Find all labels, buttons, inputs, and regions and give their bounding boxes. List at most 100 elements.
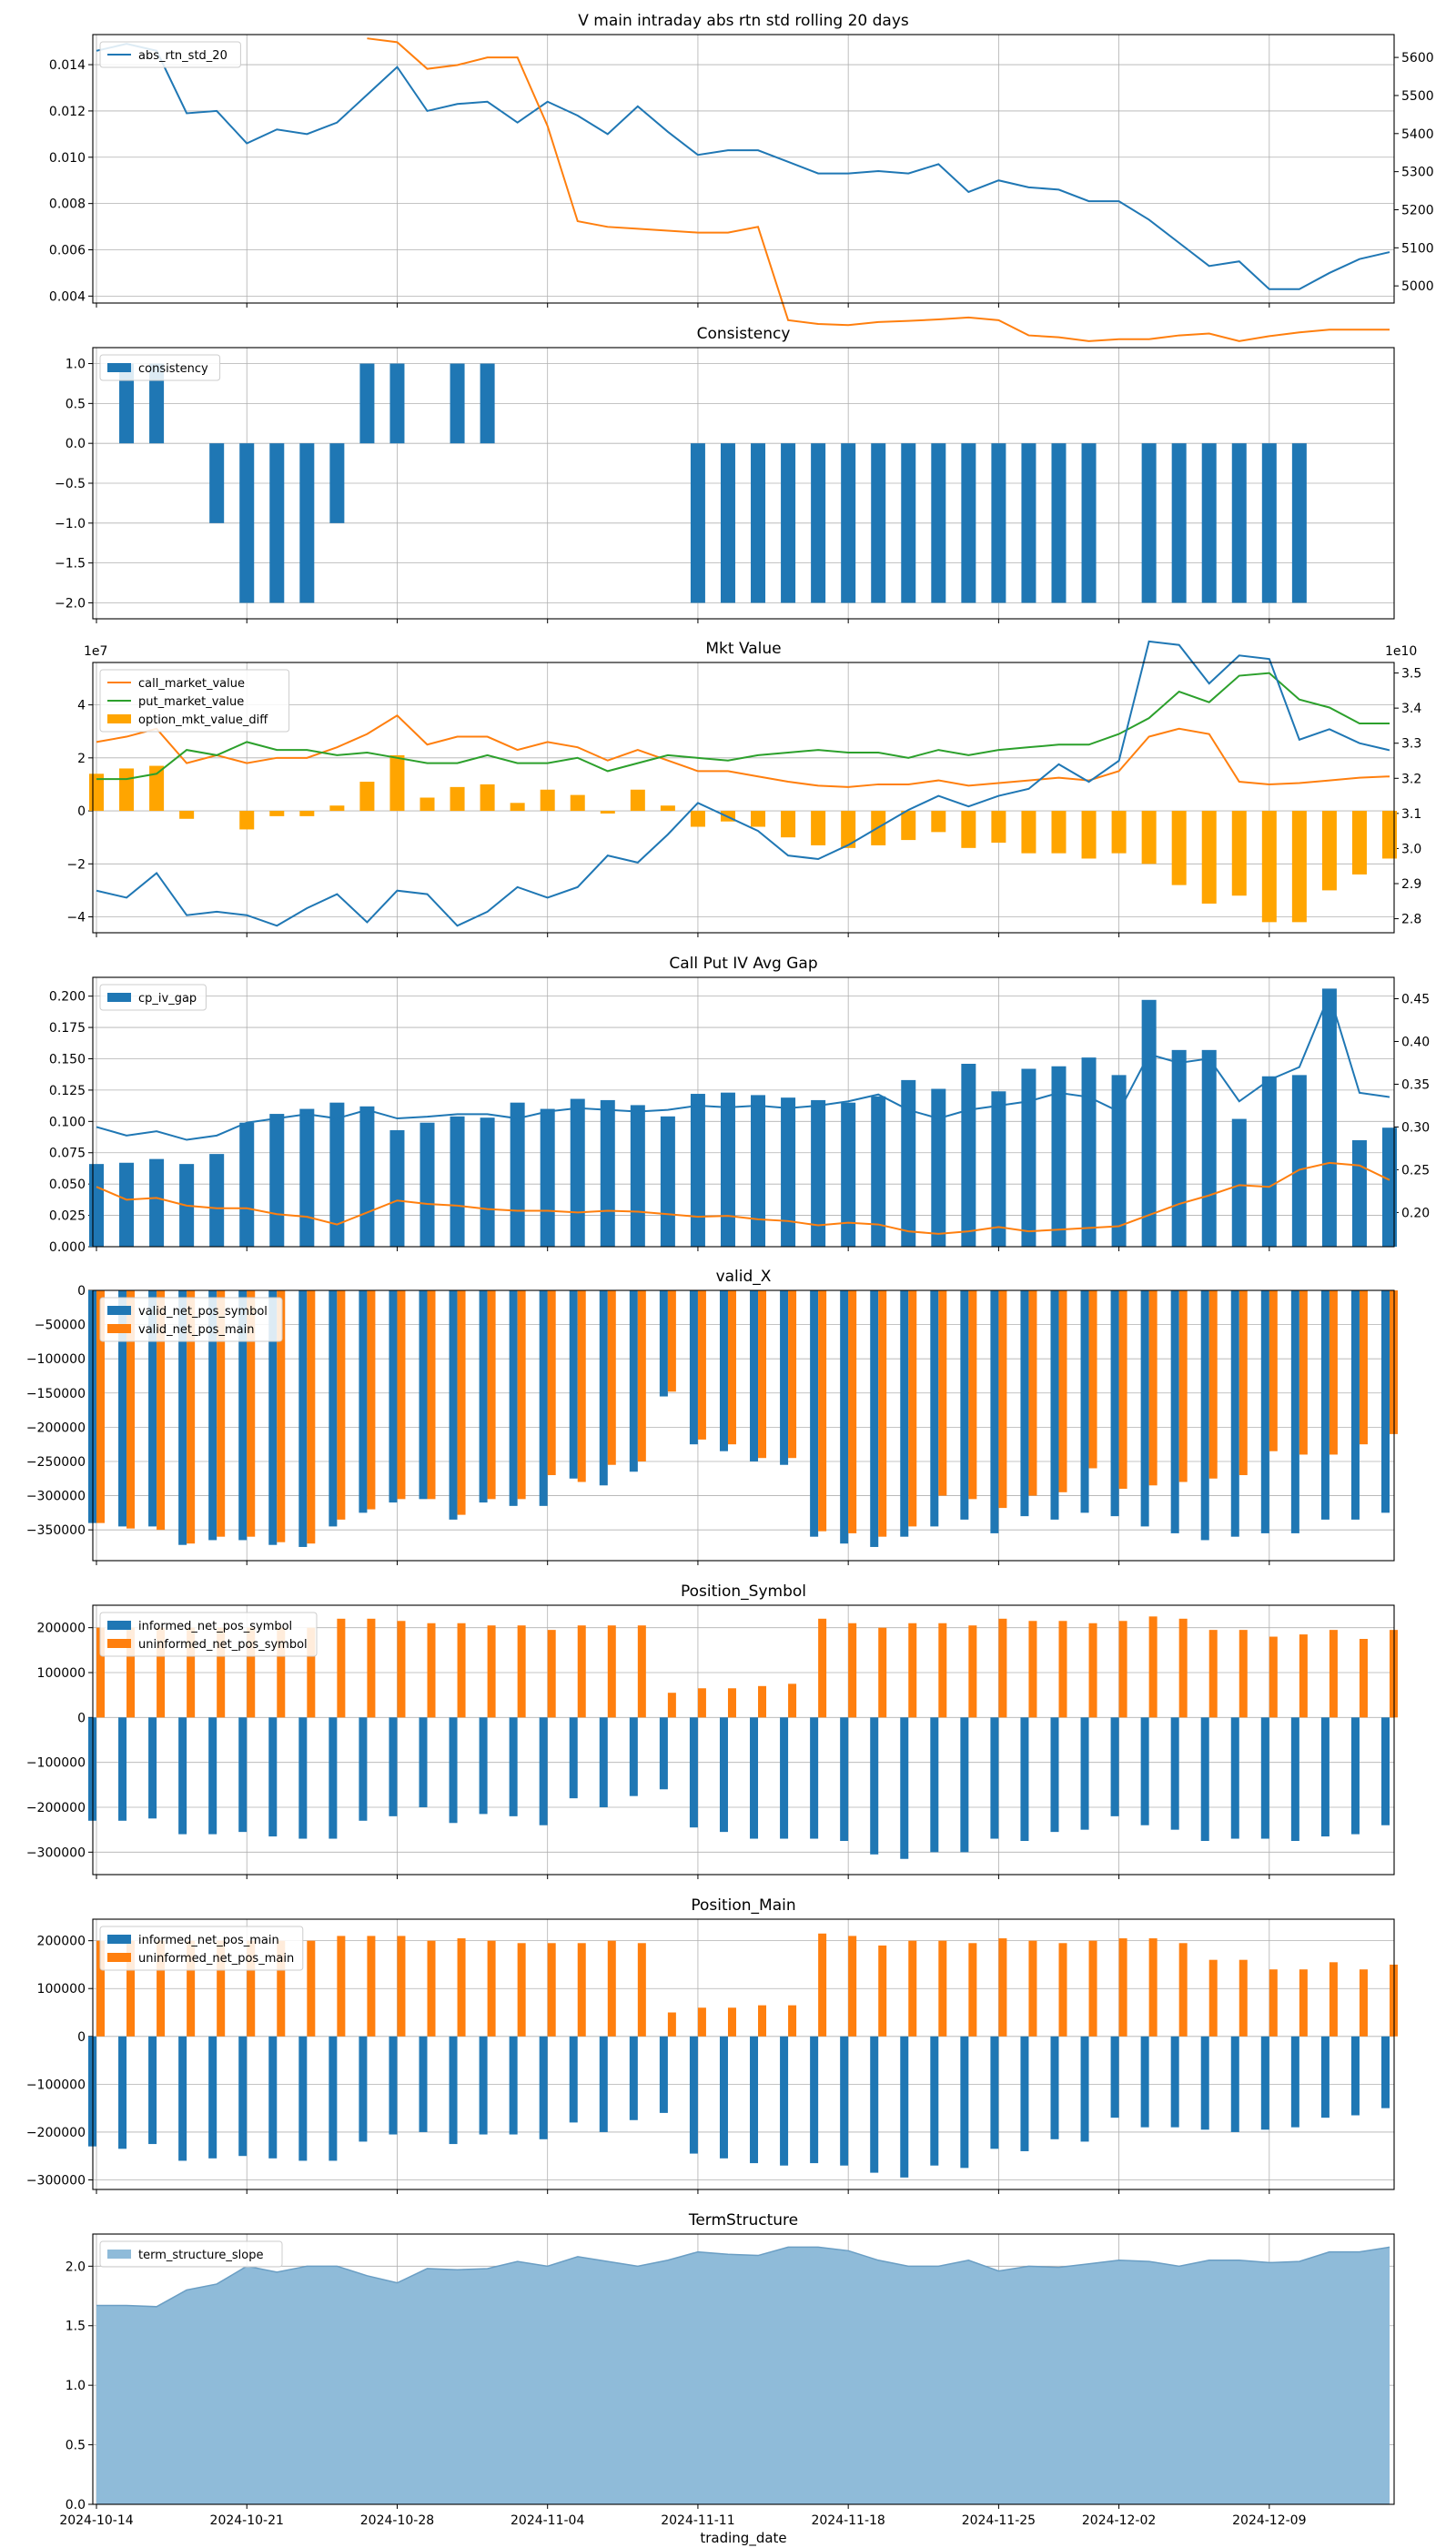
xtick-label: 2024-11-04 bbox=[511, 2513, 584, 2528]
bar bbox=[119, 1162, 135, 1247]
bar bbox=[1080, 2036, 1089, 2142]
bar bbox=[427, 1940, 436, 2037]
bar bbox=[719, 1717, 728, 1833]
bar bbox=[750, 1717, 759, 1839]
bar bbox=[931, 443, 946, 603]
bar bbox=[1111, 1075, 1127, 1247]
ytick-label-right: 0.45 bbox=[1401, 992, 1430, 1006]
bar bbox=[900, 2036, 909, 2178]
bar bbox=[427, 1290, 436, 1500]
bar bbox=[780, 2036, 789, 2166]
chart-title: valid_X bbox=[716, 1268, 772, 1286]
ytick-label: 0.175 bbox=[49, 1021, 86, 1036]
bar bbox=[841, 443, 856, 603]
ytick-label: −0.5 bbox=[55, 477, 86, 491]
legend: consistency bbox=[99, 354, 221, 381]
bar bbox=[1230, 1290, 1239, 1537]
bar bbox=[1261, 1076, 1277, 1247]
legend-box bbox=[99, 1297, 283, 1342]
ytick-label: −1.5 bbox=[55, 557, 86, 571]
bar bbox=[397, 1936, 406, 2037]
legend-box bbox=[99, 41, 241, 68]
bar bbox=[938, 1290, 947, 1496]
bar bbox=[637, 1943, 646, 2037]
xtick-label: 2024-11-25 bbox=[962, 2513, 1036, 2528]
legend-box bbox=[99, 354, 221, 381]
bar bbox=[1299, 1634, 1308, 1718]
bar bbox=[269, 1114, 285, 1247]
panel-7: Position_Main 200000 100000 0 −100000 −200000… bbox=[26, 1896, 1398, 2194]
bar bbox=[89, 1164, 104, 1247]
bar bbox=[1382, 1127, 1397, 1247]
bar bbox=[1058, 1943, 1067, 2037]
bar bbox=[1321, 811, 1337, 891]
series-line bbox=[96, 1161, 1390, 1235]
bar bbox=[1058, 1621, 1067, 1718]
panel-3: Mkt Value 4 2 0 −2 −4 3.5 3.4 3.3 3.2 3.1 3.0 2.9 2.8… bbox=[66, 640, 1421, 937]
legend: cp_iv_gap bbox=[99, 984, 207, 1011]
bar bbox=[901, 811, 916, 841]
panel-6: Position_Symbol 200000 100000 0 −100000 −2000… bbox=[26, 1582, 1398, 1879]
bar bbox=[1028, 1940, 1037, 2037]
bar bbox=[968, 1290, 977, 1500]
bar bbox=[960, 1717, 969, 1853]
legend-label: consistency bbox=[138, 362, 208, 376]
bar bbox=[307, 1290, 316, 1544]
bar bbox=[1110, 2036, 1119, 2118]
series-line bbox=[96, 640, 1390, 927]
ytick-label: −200000 bbox=[26, 1801, 86, 1815]
ytick-label: −100000 bbox=[26, 1756, 86, 1771]
bar bbox=[299, 443, 315, 603]
bar bbox=[908, 1290, 917, 1527]
bar bbox=[187, 1940, 196, 2037]
bar bbox=[1381, 1290, 1390, 1513]
bar bbox=[298, 2036, 308, 2161]
bar bbox=[149, 1158, 165, 1247]
legend: valid_net_pos_symbol valid_net_pos_main bbox=[99, 1297, 283, 1342]
bar bbox=[788, 1684, 797, 1718]
bar bbox=[179, 811, 195, 819]
bar bbox=[1230, 1717, 1239, 1839]
ytick-label: 0.5 bbox=[66, 397, 86, 411]
bar bbox=[811, 1099, 826, 1247]
bar bbox=[810, 1290, 819, 1537]
bar bbox=[689, 2036, 698, 2154]
bar bbox=[389, 1717, 398, 1816]
bar bbox=[367, 1618, 376, 1718]
bar bbox=[1021, 811, 1036, 854]
axes-frame bbox=[92, 976, 1395, 1248]
bar bbox=[569, 1290, 578, 1479]
ytick-label-right: 2.9 bbox=[1401, 877, 1421, 892]
bar bbox=[667, 2012, 676, 2037]
bar bbox=[1110, 1717, 1119, 1816]
bar bbox=[517, 1625, 526, 1718]
bar bbox=[1200, 1717, 1209, 1841]
ytick-label: 4 bbox=[77, 699, 86, 713]
bar bbox=[126, 1940, 136, 2037]
bar bbox=[1291, 443, 1307, 603]
bar bbox=[1171, 443, 1187, 603]
series-line bbox=[96, 43, 1390, 290]
bar bbox=[1148, 1616, 1158, 1718]
bar bbox=[818, 1290, 827, 1532]
bar bbox=[1291, 1075, 1307, 1247]
xtick-label: 2024-12-09 bbox=[1232, 2513, 1306, 2528]
bar bbox=[961, 811, 976, 848]
bar bbox=[1110, 1290, 1119, 1517]
bar bbox=[1028, 1621, 1037, 1718]
ytick-label-right: 3.3 bbox=[1401, 737, 1421, 752]
bar bbox=[178, 1717, 187, 1835]
bar bbox=[1170, 1290, 1179, 1533]
bar bbox=[449, 1290, 458, 1520]
axes-frame bbox=[92, 1289, 1395, 1562]
bar bbox=[1088, 1623, 1097, 1718]
bar bbox=[359, 1290, 368, 1513]
bar bbox=[968, 1943, 977, 2037]
bar bbox=[118, 2036, 127, 2149]
chart-title: V main intraday abs rtn std rolling 20 d… bbox=[578, 12, 909, 30]
ytick-label: 0.150 bbox=[49, 1052, 86, 1067]
bar bbox=[811, 811, 826, 845]
ytick-label-right: 5600 bbox=[1401, 51, 1434, 66]
ytick-label: −350000 bbox=[26, 1523, 86, 1538]
ytick-label: 0.075 bbox=[49, 1147, 86, 1161]
